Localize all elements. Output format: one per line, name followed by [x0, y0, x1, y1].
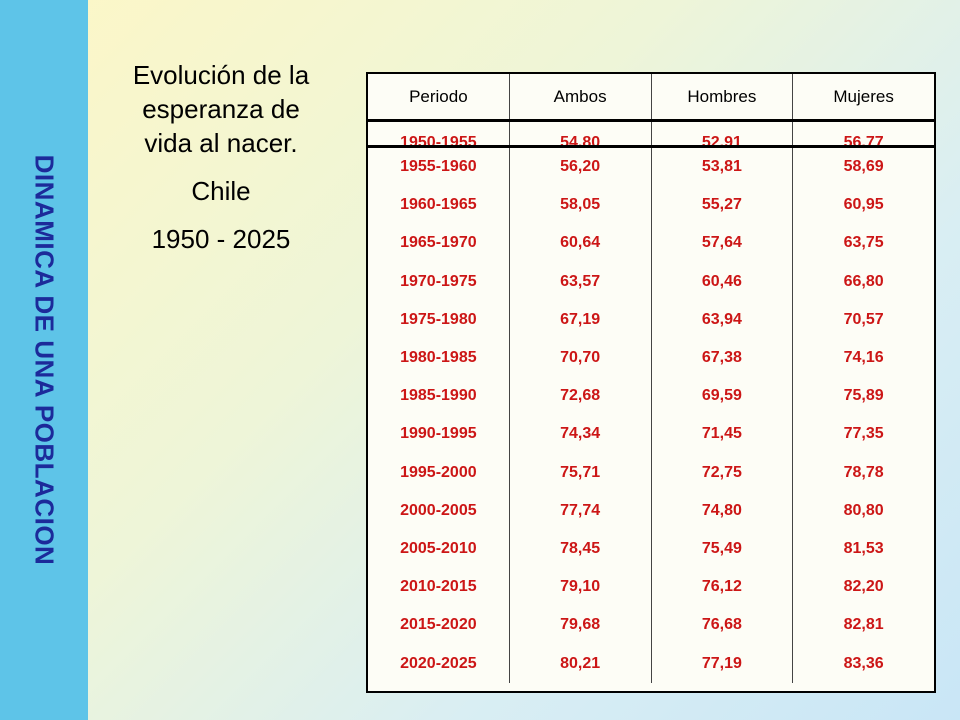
cell-periodo: 1955-1960	[400, 158, 477, 176]
title-line-3: vida al nacer.	[144, 128, 298, 158]
table-row: 1980-1985 70,70 67,38 74,16	[368, 338, 934, 378]
table-row: 1960-1965 58,05 55,27 60,95	[368, 186, 934, 225]
cell-hombres: 63,94	[650, 300, 793, 339]
table-row: 2005-2010 78,45 75,49 81,53	[368, 529, 934, 569]
cell-periodo: 2000-2005	[400, 501, 477, 519]
slide-title: Evolución de la esperanza de vida al nac…	[96, 58, 346, 256]
header-hombres: Hombres	[650, 74, 793, 119]
table-header: Periodo Ambos Hombres Mujeres	[368, 74, 934, 122]
cell-ambos: 78,45	[508, 529, 651, 569]
table-row: 1985-1990 72,68 69,59 75,89	[368, 377, 934, 416]
table-row: 1975-1980 67,19 63,94 70,57	[368, 300, 934, 339]
cell-hombres: 75,49	[650, 529, 793, 569]
cell-mujeres: 56,77	[792, 122, 934, 145]
cell-ambos: 79,68	[508, 606, 651, 645]
cell-mujeres: 82,20	[792, 568, 934, 607]
subtitle-country: Chile	[191, 176, 251, 206]
cell-hombres: 60,46	[650, 262, 793, 301]
cell-periodo: 1995-2000	[400, 463, 477, 481]
cell-ambos: 77,74	[508, 491, 651, 530]
cell-mujeres: 78,78	[792, 453, 934, 492]
subtitle-years: 1950 - 2025	[151, 224, 291, 254]
cell-ambos: 60,64	[508, 224, 651, 263]
table-row: 1955-1960 56,20 53,81 58,69	[368, 148, 934, 187]
cell-periodo: 1980-1985	[400, 349, 477, 367]
cell-ambos: 58,05	[508, 186, 651, 225]
cell-mujeres: 60,95	[792, 186, 934, 225]
cell-ambos: 67,19	[508, 300, 651, 339]
header-mujeres: Mujeres	[792, 74, 934, 119]
cell-hombres: 55,27	[650, 186, 793, 225]
header-ambos: Ambos	[508, 74, 651, 119]
table-row: 2015-2020 79,68 76,68 82,81	[368, 606, 934, 645]
cell-hombres: 76,12	[650, 568, 793, 607]
cell-ambos: 63,57	[508, 262, 651, 301]
cell-hombres: 72,75	[650, 453, 793, 492]
cell-ambos: 70,70	[508, 338, 651, 378]
cell-periodo: 2010-2015	[400, 578, 477, 596]
cell-periodo: 2005-2010	[400, 539, 477, 557]
cell-hombres: 77,19	[650, 644, 793, 683]
cell-mujeres: 74,16	[792, 338, 934, 378]
cell-periodo: 2020-2025	[400, 654, 477, 672]
cell-periodo: 1985-1990	[400, 387, 477, 405]
table-row-first: 1950-1955 54,80 52,91 56,77	[368, 122, 934, 148]
table-row: 2000-2005 77,74 74,80 80,80	[368, 491, 934, 530]
cell-mujeres: 58,69	[792, 148, 934, 187]
cell-mujeres: 82,81	[792, 606, 934, 645]
cell-periodo: 1970-1975	[400, 272, 477, 290]
cell-hombres: 67,38	[650, 338, 793, 378]
table-row: 2010-2015 79,10 76,12 82,20	[368, 568, 934, 607]
header-periodo: Periodo	[409, 86, 468, 106]
cell-periodo: 1975-1980	[400, 310, 477, 328]
cell-mujeres: 63,75	[792, 224, 934, 263]
cell-periodo: 1990-1995	[400, 425, 477, 443]
cell-mujeres: 66,80	[792, 262, 934, 301]
table-row: 1990-1995 74,34 71,45 77,35	[368, 415, 934, 454]
cell-mujeres: 75,89	[792, 377, 934, 416]
table-row: 1995-2000 75,71 72,75 78,78	[368, 453, 934, 492]
cell-periodo: 1965-1970	[400, 234, 477, 252]
cell-periodo: 2015-2020	[400, 616, 477, 634]
cell-ambos: 79,10	[508, 568, 651, 607]
cell-hombres: 57,64	[650, 224, 793, 263]
side-band: DINAMICA DE UNA POBLACION	[0, 0, 88, 720]
cell-mujeres: 77,35	[792, 415, 934, 454]
cell-ambos: 75,71	[508, 453, 651, 492]
cell-mujeres: 81,53	[792, 529, 934, 569]
cell-ambos: 80,21	[508, 644, 651, 683]
cell-hombres: 52,91	[650, 122, 793, 145]
cell-hombres: 71,45	[650, 415, 793, 454]
cell-hombres: 69,59	[650, 377, 793, 416]
title-line-2: esperanza de	[142, 94, 300, 124]
table-row: 1970-1975 63,57 60,46 66,80	[368, 262, 934, 301]
cell-mujeres: 83,36	[792, 644, 934, 683]
cell-hombres: 76,68	[650, 606, 793, 645]
title-line-1: Evolución de la	[132, 60, 310, 90]
table-row: 2020-2025 80,21 77,19 83,36	[368, 644, 934, 683]
cell-mujeres: 70,57	[792, 300, 934, 339]
side-title: DINAMICA DE UNA POBLACION	[29, 154, 60, 566]
cell-mujeres: 80,80	[792, 491, 934, 530]
table-body: 1955-1960 56,20 53,81 58,69 1960-1965 58,05 55…	[368, 148, 934, 683]
cell-ambos: 54,80	[508, 122, 651, 145]
cell-hombres: 74,80	[650, 491, 793, 530]
cell-ambos: 72,68	[508, 377, 651, 416]
cell-ambos: 74,34	[508, 415, 651, 454]
cell-periodo: 1950-1955	[400, 134, 477, 148]
life-expectancy-table: Periodo Ambos Hombres Mujeres 1950-1955 …	[366, 72, 936, 693]
cell-periodo: 1960-1965	[400, 196, 477, 214]
table-row: 1965-1970 60,64 57,64 63,75	[368, 224, 934, 263]
cell-hombres: 53,81	[650, 148, 793, 187]
cell-ambos: 56,20	[508, 148, 651, 187]
